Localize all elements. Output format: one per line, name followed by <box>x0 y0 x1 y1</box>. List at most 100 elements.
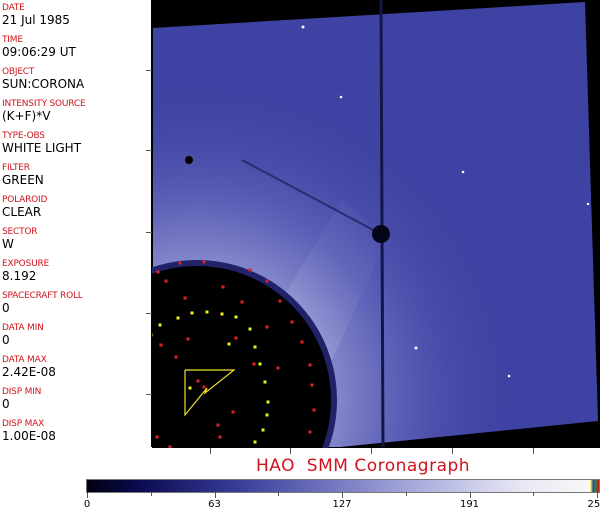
red-marker <box>159 343 163 347</box>
red-marker <box>186 337 190 341</box>
image-axis-tick <box>452 448 453 454</box>
colorbar-tick <box>469 492 471 498</box>
colorbar-tick <box>214 492 216 498</box>
colorbar-minor-tick <box>278 492 280 496</box>
info-panel <box>0 0 152 447</box>
red-marker <box>218 435 222 439</box>
red-marker <box>156 270 160 274</box>
field-label: EXPOSURE <box>2 259 50 269</box>
field-data-min: DATA MIN 0 <box>2 323 44 347</box>
yellow-marker <box>205 310 209 314</box>
field-data-max: DATA MAX 2.42E-08 <box>2 355 56 379</box>
field-label: TIME <box>2 35 23 45</box>
red-marker <box>252 362 256 366</box>
field-value: 8.192 <box>2 269 37 283</box>
colorbar-tick-label: 63 <box>208 499 221 510</box>
yellow-marker <box>258 362 262 366</box>
red-marker <box>202 385 206 389</box>
yellow-marker <box>190 311 194 315</box>
yellow-marker <box>253 345 257 349</box>
colorbar-tick-label: 191 <box>459 499 480 510</box>
field-label: DATE <box>2 3 25 13</box>
image-axis-tick <box>210 448 211 454</box>
field-label: DATA MIN <box>2 323 44 333</box>
pylon <box>379 0 385 448</box>
red-marker <box>178 261 182 265</box>
field-label: DATA MAX <box>2 355 47 365</box>
colorbar-minor-tick <box>405 492 407 496</box>
red-marker <box>234 336 238 340</box>
field-value: CLEAR <box>2 205 42 219</box>
colorbar-tick-label: 255 <box>587 499 600 510</box>
field-label: SPACECRAFT ROLL <box>2 291 83 301</box>
colorbar-tick <box>87 492 88 498</box>
red-marker <box>308 430 312 434</box>
occulter-pylon-disk <box>372 225 390 243</box>
red-marker <box>164 279 168 283</box>
red-marker <box>312 408 316 412</box>
image-axis-tick <box>371 448 372 454</box>
red-marker <box>240 300 244 304</box>
region-outline <box>184 369 236 417</box>
field-label: DISP MIN <box>2 387 42 397</box>
red-marker <box>183 296 187 300</box>
red-marker <box>231 410 235 414</box>
red-marker <box>265 325 269 329</box>
red-marker <box>265 279 269 283</box>
red-marker <box>174 355 178 359</box>
red-marker <box>216 423 220 427</box>
field-value: WHITE LIGHT <box>2 141 82 155</box>
yellow-marker <box>220 312 224 316</box>
red-marker <box>278 299 282 303</box>
field-disp-min: DISP MIN 0 <box>2 387 41 411</box>
image-axis-tick <box>290 448 291 454</box>
image-axis-tick <box>146 313 152 314</box>
red-marker <box>308 363 312 367</box>
colorbar-tick <box>597 492 598 498</box>
yellow-marker <box>227 342 231 346</box>
title-text: HAO SMM Coronagraph <box>256 456 471 476</box>
field-label: DISP MAX <box>2 419 45 429</box>
colorbar <box>86 479 600 493</box>
field-polaroid: POLAROID CLEAR <box>2 195 47 219</box>
red-marker <box>276 366 280 370</box>
yellow-marker <box>266 400 270 404</box>
colorbar-minor-tick <box>150 492 152 496</box>
yellow-marker <box>176 316 180 320</box>
image-axis-tick <box>146 232 152 233</box>
red-marker <box>221 285 225 289</box>
red-marker <box>300 340 304 344</box>
red-marker <box>310 383 314 387</box>
field-value: 1.00E-08 <box>2 429 56 443</box>
yellow-marker <box>158 323 162 327</box>
image-axis-tick <box>146 150 152 151</box>
image-axis-tick <box>533 448 534 454</box>
field-value: W <box>2 237 14 251</box>
field-label: INTENSITY SOURCE <box>2 99 86 109</box>
field-value: SUN:CORONA <box>2 77 85 91</box>
field-object: OBJECT SUN:CORONA <box>2 67 84 91</box>
yellow-marker <box>234 315 238 319</box>
field-value: 0 <box>2 397 10 411</box>
red-marker <box>168 445 172 448</box>
red-marker <box>202 260 206 264</box>
red-marker <box>248 268 252 272</box>
red-marker <box>290 320 294 324</box>
field-sector: SECTOR W <box>2 227 38 251</box>
yellow-marker <box>152 333 153 337</box>
yellow-marker <box>253 440 257 444</box>
colorbar-tick <box>342 492 343 498</box>
field-time: TIME 09:06:29 UT <box>2 35 76 59</box>
field-intensity-source: INTENSITY SOURCE (K+F)*V <box>2 99 86 123</box>
colorbar-tick-label: 0 <box>83 499 91 510</box>
image-axis-tick <box>146 394 152 395</box>
colorbar-tick-label: 127 <box>332 499 352 510</box>
field-value: 2.42E-08 <box>2 365 56 379</box>
image-axis-tick <box>146 70 152 71</box>
yellow-marker <box>261 428 265 432</box>
red-marker <box>155 435 159 439</box>
field-value: 09:06:29 UT <box>2 45 76 59</box>
field-spacecraft-roll: SPACECRAFT ROLL 0 <box>2 291 83 315</box>
coronagraph-image <box>152 0 600 448</box>
yellow-marker <box>265 413 269 417</box>
